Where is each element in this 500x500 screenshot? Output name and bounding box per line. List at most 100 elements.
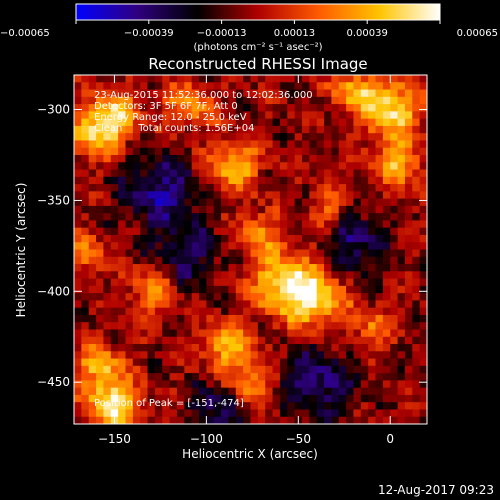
heatmap-cell <box>221 75 229 83</box>
heatmap-cell <box>125 140 134 149</box>
heatmap-cell <box>287 184 296 192</box>
heatmap-cell <box>324 96 332 105</box>
heatmap-cell <box>294 300 303 309</box>
heatmap-cell <box>360 205 369 214</box>
heatmap-cell <box>228 213 237 221</box>
heatmap-cell <box>397 242 406 250</box>
heatmap-cell <box>81 140 90 149</box>
heatmap-cell <box>199 365 207 374</box>
heatmap-cell <box>353 344 362 352</box>
heatmap-cell <box>324 227 332 236</box>
heatmap-cell <box>397 125 406 134</box>
heatmap-cell <box>96 300 104 309</box>
heatmap-cell <box>309 220 318 229</box>
heatmap-cell <box>404 271 413 279</box>
heatmap-cell <box>221 154 229 163</box>
heatmap-cell <box>279 125 288 134</box>
heatmap-cell <box>191 82 200 90</box>
heatmap-cell <box>132 409 141 418</box>
heatmap-cell <box>199 89 207 98</box>
heatmap-cell <box>81 82 90 90</box>
heatmap-cell <box>272 75 281 83</box>
heatmap-cell <box>265 154 273 163</box>
heatmap-cell <box>390 96 398 105</box>
heatmap-cell <box>257 344 266 352</box>
heatmap-cell <box>96 184 104 192</box>
heatmap-cell <box>287 394 296 403</box>
heatmap-cell <box>125 329 134 338</box>
heatmap-cell <box>125 380 134 389</box>
heatmap-cell <box>221 162 229 170</box>
heatmap-cell <box>316 96 325 105</box>
heatmap-cell <box>294 307 303 316</box>
heatmap-cell <box>162 249 170 258</box>
heatmap-cell <box>162 111 170 120</box>
heatmap-cell <box>287 242 296 250</box>
heatmap-cell <box>74 169 82 178</box>
heatmap-cell <box>404 242 413 250</box>
heatmap-cell <box>235 75 244 83</box>
heatmap-cell <box>228 344 237 352</box>
heatmap-cell <box>221 125 229 134</box>
heatmap-cell <box>368 300 376 309</box>
heatmap-cell <box>125 198 134 207</box>
heatmap-cell <box>338 300 347 309</box>
heatmap-cell <box>88 89 97 98</box>
heatmap-cell <box>213 351 222 359</box>
heatmap-cell <box>309 249 318 258</box>
heatmap-cell <box>184 191 193 199</box>
heatmap-cell <box>110 344 119 352</box>
heatmap-cell <box>228 409 237 418</box>
heatmap-cell <box>412 147 421 156</box>
heatmap-cell <box>147 220 156 229</box>
heatmap-cell <box>74 336 82 345</box>
heatmap-cell <box>250 409 259 418</box>
heatmap-cell <box>346 169 354 178</box>
heatmap-cell <box>272 336 281 345</box>
heatmap-cell <box>191 169 200 178</box>
heatmap-cell <box>132 307 141 316</box>
heatmap-cell <box>331 336 340 345</box>
heatmap-cell <box>375 365 384 374</box>
heatmap-cell <box>140 213 148 221</box>
heatmap-cell <box>176 147 185 156</box>
heatmap-cell <box>221 358 229 367</box>
heatmap-cell <box>346 89 354 98</box>
heatmap-cell <box>96 133 104 141</box>
heatmap-cell <box>346 176 354 185</box>
heatmap-cell <box>140 133 148 141</box>
heatmap-cell <box>287 351 296 359</box>
heatmap-cell <box>243 394 251 403</box>
heatmap-cell <box>184 409 193 418</box>
heatmap-cell <box>140 373 148 381</box>
heatmap-cell <box>382 104 391 112</box>
heatmap-cell <box>228 234 237 243</box>
heatmap-cell <box>250 125 259 134</box>
heatmap-cell <box>162 191 170 199</box>
heatmap-cell <box>375 154 384 163</box>
heatmap-cell <box>184 125 193 134</box>
heatmap-cell <box>279 191 288 199</box>
heatmap-cell <box>235 234 244 243</box>
heatmap-cell <box>382 227 391 236</box>
heatmap-cell <box>287 264 296 272</box>
heatmap-cell <box>147 329 156 338</box>
heatmap-cell <box>294 162 303 170</box>
heatmap-cell <box>206 249 215 258</box>
heatmap-cell <box>221 322 229 330</box>
heatmap-cell <box>390 329 398 338</box>
heatmap-cell <box>287 373 296 381</box>
heatmap-cell <box>294 351 303 359</box>
heatmap-cell <box>118 213 126 221</box>
heatmap-cell <box>169 198 178 207</box>
heatmap-cell <box>199 198 207 207</box>
heatmap-cell <box>74 125 82 134</box>
heatmap-cell <box>228 307 237 316</box>
heatmap-cell <box>382 380 391 389</box>
heatmap-cell <box>390 227 398 236</box>
heatmap-cell <box>110 409 119 418</box>
heatmap-cell <box>132 133 141 141</box>
heatmap-cell <box>228 351 237 359</box>
heatmap-cell <box>74 344 82 352</box>
heatmap-cell <box>140 82 148 90</box>
